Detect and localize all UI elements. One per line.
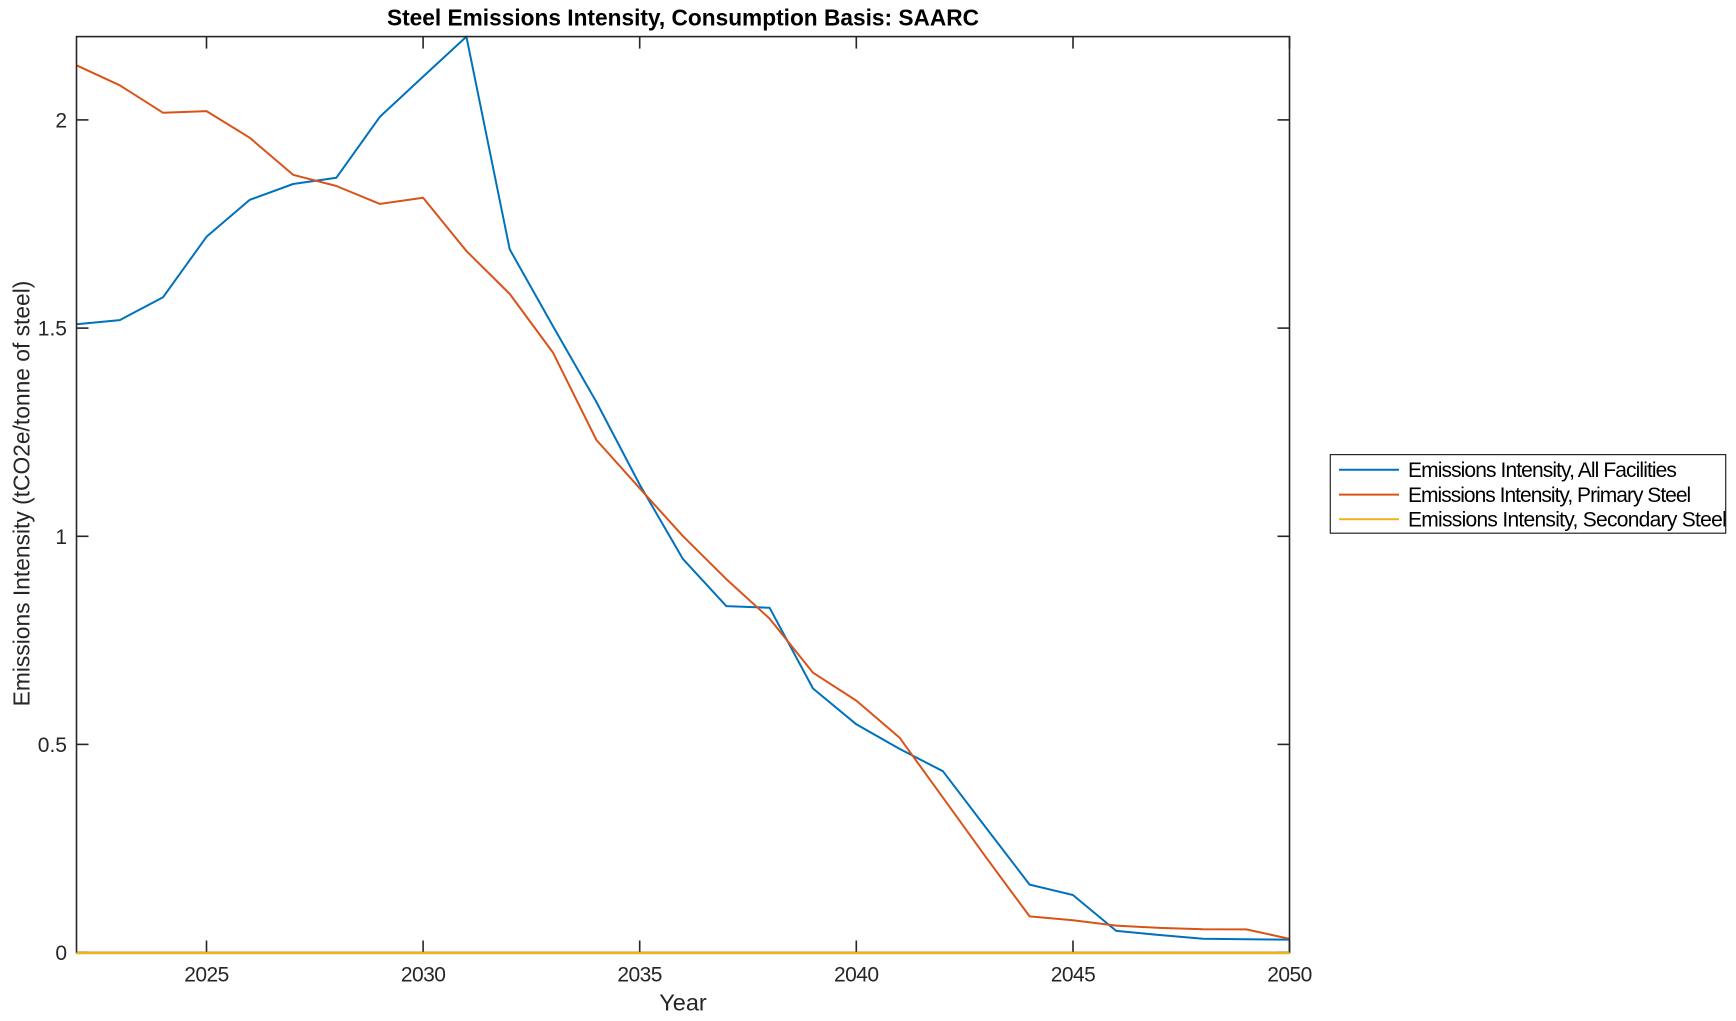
svg-text:2050: 2050 <box>1267 964 1312 987</box>
svg-text:1: 1 <box>55 526 67 549</box>
svg-text:2025: 2025 <box>184 964 229 987</box>
svg-text:Steel Emissions Intensity, Con: Steel Emissions Intensity, Consumption B… <box>387 5 979 31</box>
svg-text:2030: 2030 <box>401 964 446 987</box>
svg-text:1.5: 1.5 <box>38 318 67 341</box>
svg-text:Year: Year <box>659 990 707 1016</box>
svg-text:2035: 2035 <box>617 964 662 987</box>
svg-text:0: 0 <box>55 942 67 965</box>
svg-text:Emissions Intensity, All Facil: Emissions Intensity, All Facilities <box>1408 459 1676 482</box>
svg-text:2045: 2045 <box>1051 964 1096 987</box>
svg-text:Emissions Intensity (tCO2e/ton: Emissions Intensity (tCO2e/tonne of stee… <box>9 281 35 707</box>
svg-text:2040: 2040 <box>834 964 879 987</box>
svg-text:2: 2 <box>55 109 67 132</box>
svg-text:Emissions Intensity, Primary S: Emissions Intensity, Primary Steel <box>1408 484 1691 507</box>
svg-text:Emissions Intensity, Secondary: Emissions Intensity, Secondary Steel <box>1408 509 1726 532</box>
svg-text:0.5: 0.5 <box>38 734 67 757</box>
